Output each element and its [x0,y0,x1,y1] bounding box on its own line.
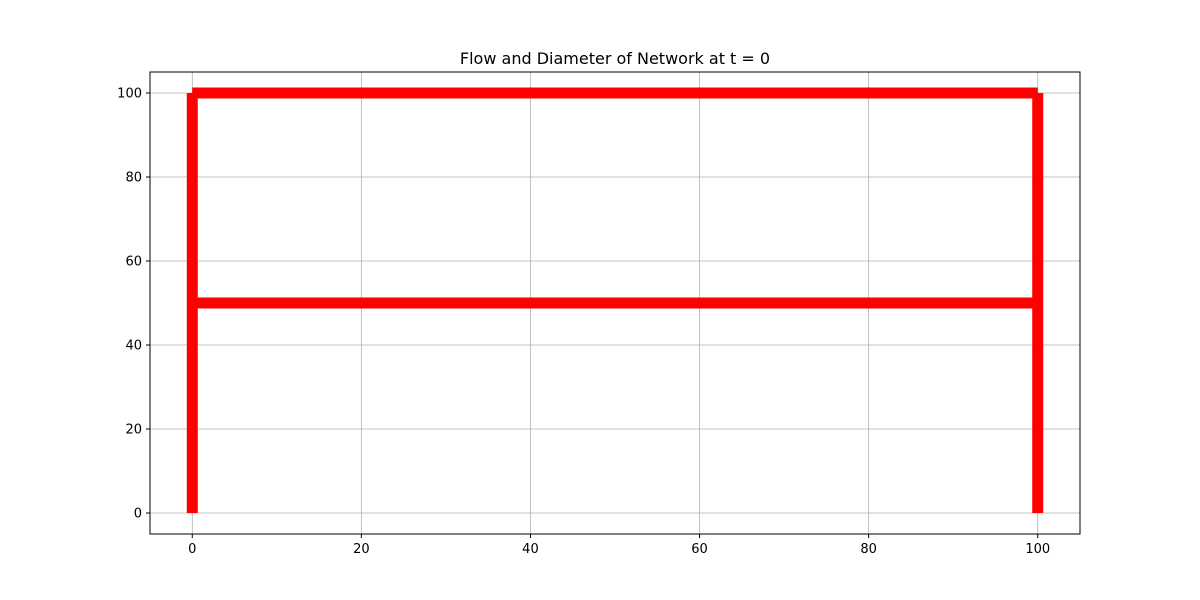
chart-title: Flow and Diameter of Network at t = 0 [460,49,770,68]
axes [149,71,1081,535]
y-axis-ticks: 0 20 40 60 80 100 [117,87,150,522]
x-tick-label: 100 [1025,542,1050,557]
x-tick-label: 20 [353,542,370,557]
x-tick-label: 40 [522,542,539,557]
axes-frame [149,71,1081,535]
y-tick-label: 0 [134,507,142,522]
y-tick-label: 20 [125,423,142,438]
network-edges [186,87,1044,513]
y-tick-label: 80 [125,171,142,186]
y-tick-label: 100 [117,87,142,102]
x-tick-label: 0 [188,542,196,557]
x-tick-label: 80 [860,542,877,557]
x-axis-ticks: 0 20 40 60 80 100 [188,534,1050,557]
y-tick-label: 60 [125,255,142,270]
x-tick-label: 60 [691,542,708,557]
y-tick-label: 40 [125,339,142,354]
